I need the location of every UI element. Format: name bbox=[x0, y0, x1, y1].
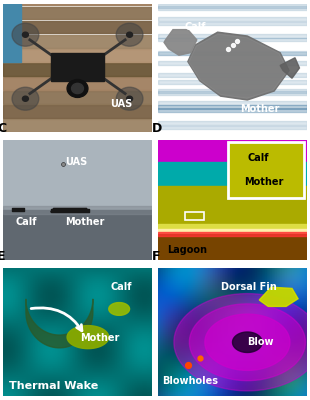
Point bbox=[185, 362, 190, 368]
Polygon shape bbox=[174, 294, 310, 391]
Bar bbox=[3, 105, 152, 118]
Text: Calf: Calf bbox=[15, 217, 37, 226]
Bar bbox=[158, 34, 307, 38]
Circle shape bbox=[72, 83, 83, 94]
Text: Mother: Mother bbox=[81, 334, 120, 343]
Circle shape bbox=[116, 23, 143, 46]
Bar bbox=[158, 108, 307, 112]
Polygon shape bbox=[259, 287, 298, 306]
Bar bbox=[158, 52, 307, 55]
Bar bbox=[158, 126, 307, 129]
Text: UAS: UAS bbox=[110, 99, 132, 109]
Text: Mother: Mother bbox=[244, 177, 284, 187]
Polygon shape bbox=[189, 34, 288, 98]
Text: Lagoon: Lagoon bbox=[167, 245, 207, 256]
Bar bbox=[158, 73, 307, 77]
Bar bbox=[158, 89, 307, 93]
Bar bbox=[158, 80, 307, 84]
Text: E: E bbox=[0, 250, 6, 263]
Bar bbox=[3, 49, 152, 62]
Polygon shape bbox=[232, 332, 262, 352]
Bar bbox=[158, 186, 307, 224]
Polygon shape bbox=[109, 302, 130, 315]
Point bbox=[230, 42, 235, 48]
Text: UAS: UAS bbox=[66, 157, 88, 167]
Bar bbox=[3, 4, 21, 62]
Polygon shape bbox=[164, 30, 197, 55]
Bar bbox=[158, 6, 307, 10]
Bar bbox=[3, 119, 152, 132]
Bar bbox=[3, 35, 152, 48]
Bar bbox=[3, 63, 152, 76]
Bar bbox=[158, 229, 307, 234]
Bar bbox=[3, 91, 152, 104]
Bar bbox=[158, 232, 307, 236]
Bar bbox=[158, 105, 307, 108]
Bar bbox=[3, 210, 152, 260]
Bar bbox=[3, 21, 152, 34]
Polygon shape bbox=[259, 287, 298, 306]
Bar bbox=[158, 224, 307, 229]
Text: Calf: Calf bbox=[110, 282, 132, 292]
Bar bbox=[158, 17, 307, 21]
Bar bbox=[3, 6, 152, 19]
Point bbox=[226, 46, 231, 52]
Circle shape bbox=[126, 32, 133, 37]
Bar bbox=[158, 105, 307, 109]
Bar bbox=[51, 53, 104, 81]
Bar bbox=[158, 22, 307, 26]
Bar bbox=[158, 101, 307, 105]
Text: Blow: Blow bbox=[247, 337, 274, 347]
Circle shape bbox=[116, 87, 143, 110]
Circle shape bbox=[12, 87, 39, 110]
Point bbox=[234, 38, 239, 44]
Text: Calf: Calf bbox=[185, 22, 206, 32]
Bar bbox=[158, 234, 307, 260]
Text: Dorsal Fin: Dorsal Fin bbox=[221, 282, 276, 292]
Bar bbox=[3, 206, 152, 214]
Bar bbox=[158, 140, 307, 162]
Bar bbox=[158, 38, 307, 41]
Bar bbox=[158, 121, 307, 124]
Bar bbox=[158, 61, 307, 65]
Text: D: D bbox=[152, 122, 162, 135]
Bar bbox=[3, 0, 152, 5]
Polygon shape bbox=[67, 326, 109, 349]
Bar bbox=[158, 91, 307, 95]
Bar bbox=[158, 4, 307, 8]
Point bbox=[197, 354, 202, 361]
Bar bbox=[228, 142, 304, 198]
Bar bbox=[158, 108, 307, 112]
Bar bbox=[158, 162, 307, 186]
Circle shape bbox=[22, 96, 29, 101]
Circle shape bbox=[67, 80, 88, 98]
Polygon shape bbox=[188, 32, 289, 100]
Text: Mother: Mother bbox=[66, 217, 105, 226]
Circle shape bbox=[12, 23, 39, 46]
Point bbox=[60, 161, 65, 167]
Bar bbox=[158, 51, 307, 55]
Bar bbox=[185, 212, 204, 220]
Point bbox=[60, 161, 65, 167]
Bar bbox=[3, 140, 152, 210]
Polygon shape bbox=[189, 304, 305, 381]
Circle shape bbox=[22, 32, 29, 37]
Bar bbox=[3, 77, 152, 90]
Text: Thermal Wake: Thermal Wake bbox=[9, 381, 98, 391]
Polygon shape bbox=[280, 58, 299, 78]
Polygon shape bbox=[51, 208, 89, 212]
Text: F: F bbox=[152, 250, 161, 263]
Text: Calf: Calf bbox=[247, 153, 269, 163]
Polygon shape bbox=[205, 314, 290, 370]
Circle shape bbox=[126, 96, 133, 101]
Text: C: C bbox=[0, 122, 6, 135]
Text: Mother: Mother bbox=[240, 104, 279, 114]
Text: Blowholes: Blowholes bbox=[162, 376, 219, 386]
